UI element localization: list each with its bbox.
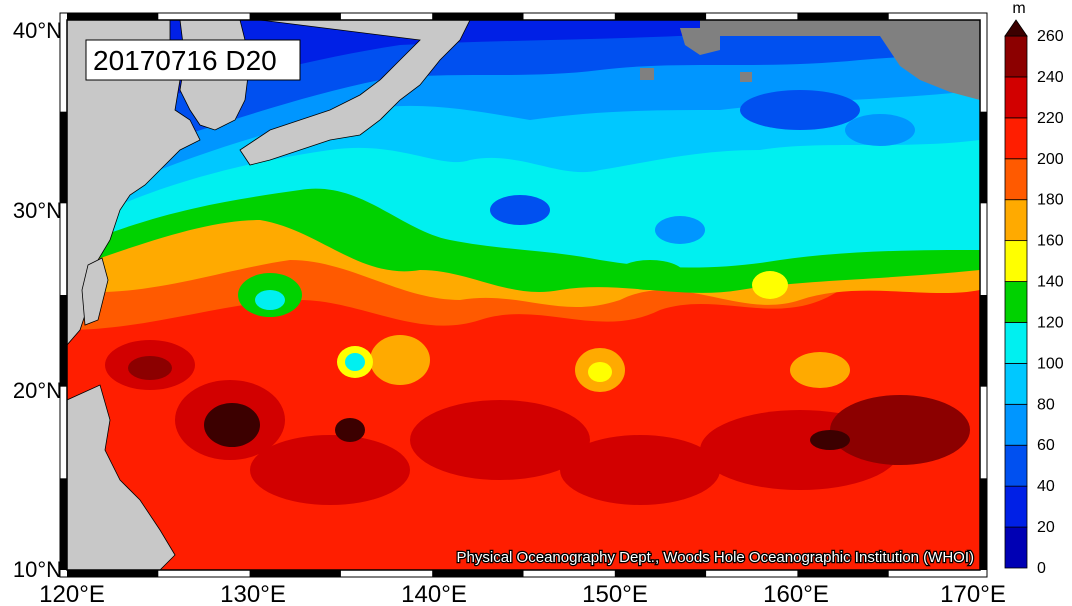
lon-label-130e: 130°E [220,581,286,606]
colorbar-overflow-arrow [1004,19,1028,37]
colorbar-tick-label: 60 [1037,437,1055,454]
colorbar-swatch [1004,322,1028,364]
colorbar-swatch [1004,117,1028,160]
lon-label-120e: 120°E [39,581,105,606]
lon-label-170e: 170°E [940,581,1006,606]
colorbar-swatch [1004,35,1028,78]
colorbar-tick-label: 140 [1037,274,1064,291]
colorbar-swatch [1004,362,1028,405]
colorbar: 0 20 40 60 80 100 120 140 160 180 200 220 240 260 m [1004,0,1064,577]
colorbar-tick-label: 80 [1037,396,1055,413]
colorbar-tick-label: 20 [1037,519,1055,536]
lat-label-10n: 10°N [13,557,62,582]
credit-text: Physical Oceanography Dept., Woods Hole … [457,549,974,566]
colorbar-tick-label: 160 [1037,233,1064,250]
colorbar-tick-label: 120 [1037,314,1064,331]
title-box [85,39,301,81]
colorbar-tick-label: 240 [1037,69,1064,86]
colorbar-tick-label: 200 [1037,151,1064,168]
colorbar-tick-label: 180 [1037,192,1064,209]
lat-label-20n: 20°N [13,378,62,403]
colorbar-swatch [1004,444,1028,487]
colorbar-unit: m [1012,0,1025,17]
colorbar-tick-label: 220 [1037,110,1064,127]
lat-label-40n: 40°N [13,18,62,43]
colorbar-tick-label: 100 [1037,355,1064,372]
colorbar-swatch [1004,281,1028,323]
lon-label-160e: 160°E [763,581,829,606]
colorbar-tick-label: 0 [1037,560,1046,577]
colorbar-swatch [1004,199,1028,242]
lat-label-30n: 30°N [13,198,62,223]
colorbar-tick-label: 260 [1037,28,1064,45]
map-title: 20170716 D20 [93,45,277,76]
colorbar-swatch [1004,240,1028,282]
colorbar-swatch [1004,526,1028,569]
sea-field [67,20,980,570]
colorbar-swatch [1004,76,1028,119]
lon-label-140e: 140°E [401,581,467,606]
colorbar-swatch [1004,485,1028,528]
colorbar-swatch [1004,403,1028,446]
map-border-ticks [59,12,988,578]
lon-label-150e: 150°E [582,581,648,606]
colorbar-swatch [1004,158,1028,201]
colorbar-tick-label: 40 [1037,478,1055,495]
